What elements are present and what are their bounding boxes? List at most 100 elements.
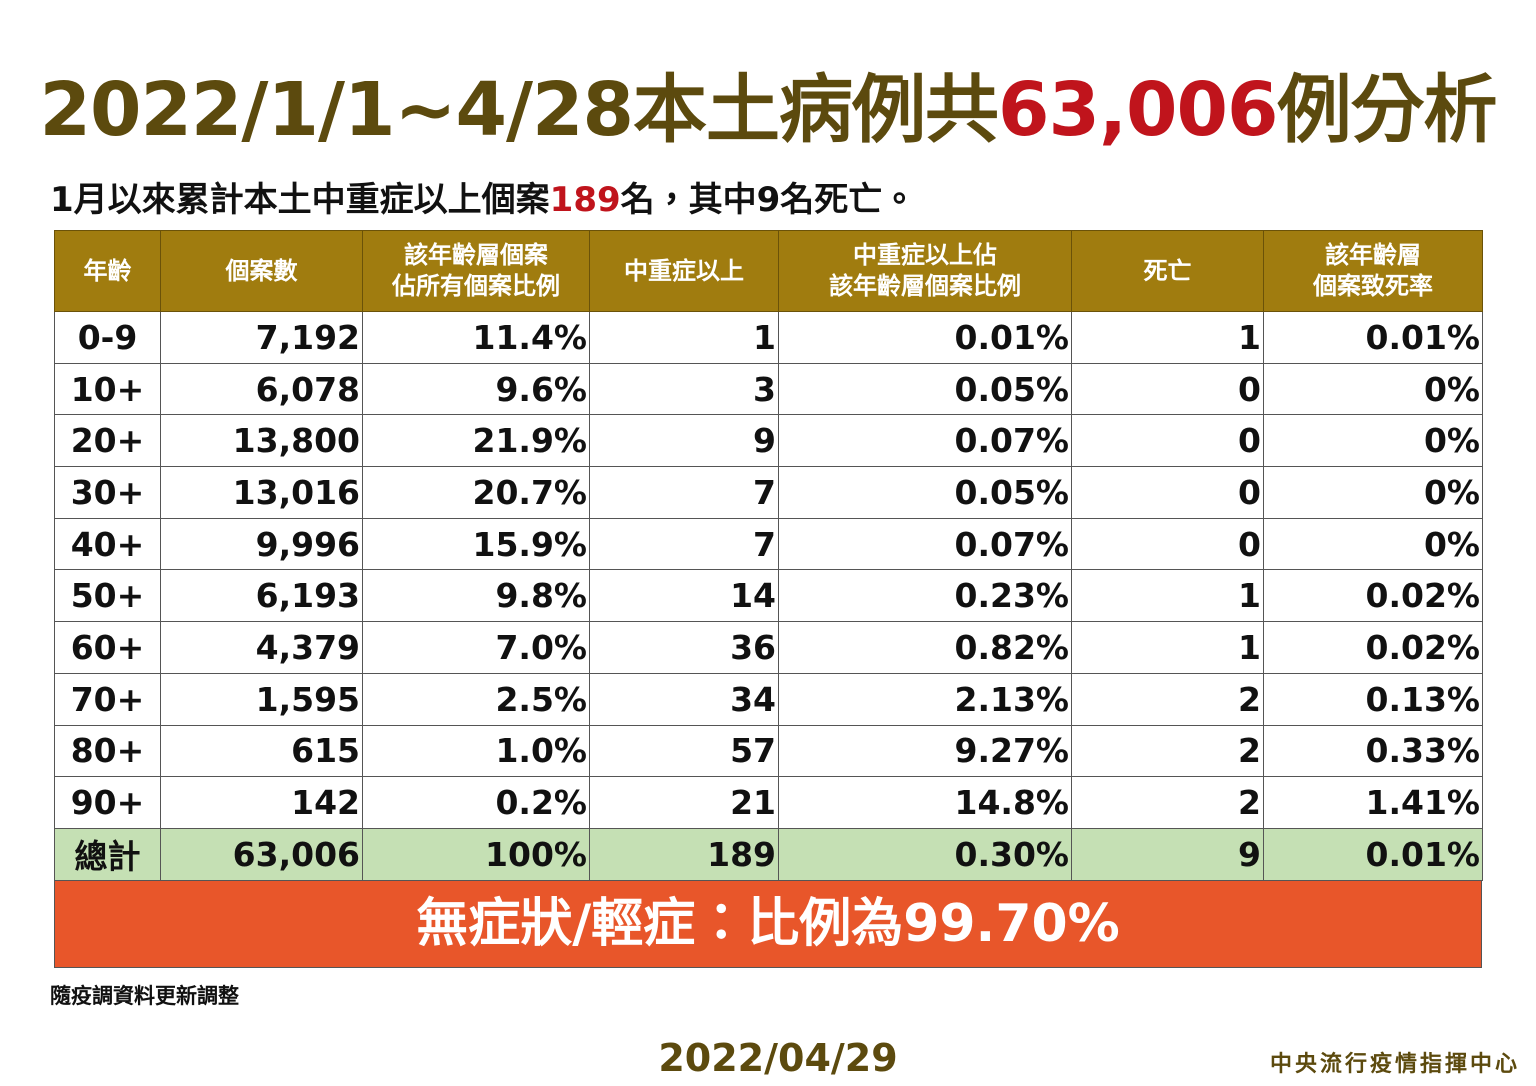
date: 2022/04/29	[658, 1036, 898, 1080]
cell: 0%	[1263, 517, 1483, 571]
cell: 21.9%	[362, 414, 590, 468]
header-line: 該年齡層個案	[404, 241, 548, 269]
header-line: 死亡	[1143, 256, 1192, 285]
header-line: 中重症以上	[624, 256, 744, 285]
data-row: 10+ 6,078 9.6% 3 0.05% 0 0%	[54, 362, 1483, 416]
data-row: 20+ 13,800 21.9% 9 0.07% 0 0%	[54, 414, 1483, 468]
title-part: 例分析	[1277, 67, 1498, 153]
data-row: 70+ 1,595 2.5% 34 2.13% 2 0.13%	[54, 672, 1483, 726]
cell: 21	[589, 776, 779, 829]
age-cell: 90+	[54, 776, 161, 829]
cell: 9.8%	[362, 569, 590, 623]
cell: 0.02%	[1263, 621, 1483, 674]
cell: 0	[1071, 466, 1264, 519]
cell: 57	[589, 724, 779, 778]
age-cell: 60+	[54, 621, 161, 674]
cell: 0	[1071, 362, 1264, 416]
cell: 0%	[1263, 466, 1483, 519]
cell: 13,800	[160, 414, 363, 468]
cell: 3	[589, 362, 779, 416]
column-header: 該年齡層個案 佔所有個案比例	[362, 230, 590, 312]
column-header: 中重症以上	[589, 230, 779, 312]
data-row: 50+ 6,193 9.8% 14 0.23% 1 0.02%	[54, 569, 1483, 623]
data-row: 0-9 7,192 11.4% 1 0.01% 1 0.01%	[54, 311, 1483, 364]
title-part: 2022/1/1~4/28本土病例共	[39, 67, 998, 153]
cell: 615	[160, 724, 363, 778]
cell: 189	[589, 827, 779, 881]
note: 隨疫調資料更新調整	[50, 984, 239, 1008]
title: 2022/1/1~4/28本土病例共63,006例分析	[0, 50, 1536, 157]
cell: 2.5%	[362, 672, 590, 726]
header-line: 該年齡層個案比例	[829, 272, 1021, 300]
age-cell: 總計	[54, 827, 161, 881]
header-line: 中重症以上佔	[853, 241, 997, 269]
cell: 0	[1071, 517, 1264, 571]
cell: 9.27%	[778, 724, 1072, 778]
age-cell: 20+	[54, 414, 161, 468]
cell: 0.07%	[778, 414, 1072, 468]
cell: 63,006	[160, 827, 363, 881]
cell: 0.33%	[1263, 724, 1483, 778]
cell: 9,996	[160, 517, 363, 571]
cell: 1,595	[160, 672, 363, 726]
age-cell: 50+	[54, 569, 161, 623]
cell: 36	[589, 621, 779, 674]
data-row: 90+ 142 0.2% 21 14.8% 2 1.41%	[54, 776, 1483, 829]
cell: 0.01%	[778, 311, 1072, 364]
subtitle-part: 名，其中9名死亡。	[620, 180, 917, 220]
cell: 14.8%	[778, 776, 1072, 829]
organization: 中央流行疫情指揮中心	[1269, 1052, 1520, 1077]
cell: 1	[1071, 621, 1264, 674]
age-cell: 10+	[54, 362, 161, 416]
total-row: 總計 63,006 100% 189 0.30% 9 0.01%	[54, 827, 1483, 881]
cell: 11.4%	[362, 311, 590, 364]
column-header: 中重症以上佔 該年齡層個案比例	[778, 230, 1072, 312]
subtitle: 1月以來累計本土中重症以上個案189名，其中9名死亡。	[50, 172, 916, 221]
cell: 2	[1071, 776, 1264, 829]
age-cell: 0-9	[54, 311, 161, 364]
header-line: 個案致死率	[1313, 272, 1433, 300]
data-row: 60+ 4,379 7.0% 36 0.82% 1 0.02%	[54, 621, 1483, 674]
cell: 7,192	[160, 311, 363, 364]
cell: 1	[1071, 569, 1264, 623]
cell: 1.41%	[1263, 776, 1483, 829]
banner: 無症狀/輕症：比例為99.70%	[54, 880, 1482, 968]
cell: 2	[1071, 672, 1264, 726]
cell: 1.0%	[362, 724, 590, 778]
cell: 0.07%	[778, 517, 1072, 571]
header-line: 個案數	[225, 256, 298, 285]
cell: 6,193	[160, 569, 363, 623]
cell: 4,379	[160, 621, 363, 674]
cell: 0.82%	[778, 621, 1072, 674]
age-cell: 70+	[54, 672, 161, 726]
cell: 20.7%	[362, 466, 590, 519]
cell: 7	[589, 466, 779, 519]
column-header: 個案數	[160, 230, 363, 312]
cell: 2	[1071, 724, 1264, 778]
title-highlight: 63,006	[997, 67, 1279, 153]
data-row: 40+ 9,996 15.9% 7 0.07% 0 0%	[54, 517, 1483, 571]
age-cell: 80+	[54, 724, 161, 778]
cell: 0.13%	[1263, 672, 1483, 726]
case-table: 年齡 個案數 該年齡層個案 佔所有個案比例 中重症以上 中重症以上佔 該年齡層個案比例 死亡該…	[54, 230, 1483, 881]
cell: 7.0%	[362, 621, 590, 674]
cell: 9	[1071, 827, 1264, 881]
cell: 7	[589, 517, 779, 571]
column-header: 該年齡層 個案致死率	[1263, 230, 1483, 312]
column-header: 年齡	[54, 230, 161, 312]
cell: 0.2%	[362, 776, 590, 829]
data-row: 30+ 13,016 20.7% 7 0.05% 0 0%	[54, 466, 1483, 519]
cell: 0.02%	[1263, 569, 1483, 623]
cell: 0%	[1263, 362, 1483, 416]
age-cell: 40+	[54, 517, 161, 571]
cell: 0.05%	[778, 466, 1072, 519]
cell: 6,078	[160, 362, 363, 416]
cell: 13,016	[160, 466, 363, 519]
cell: 0%	[1263, 414, 1483, 468]
age-cell: 30+	[54, 466, 161, 519]
cell: 0.30%	[778, 827, 1072, 881]
subtitle-part: 1月以來累計本土中重症以上個案	[50, 180, 550, 220]
header-line: 佔所有個案比例	[392, 272, 560, 300]
